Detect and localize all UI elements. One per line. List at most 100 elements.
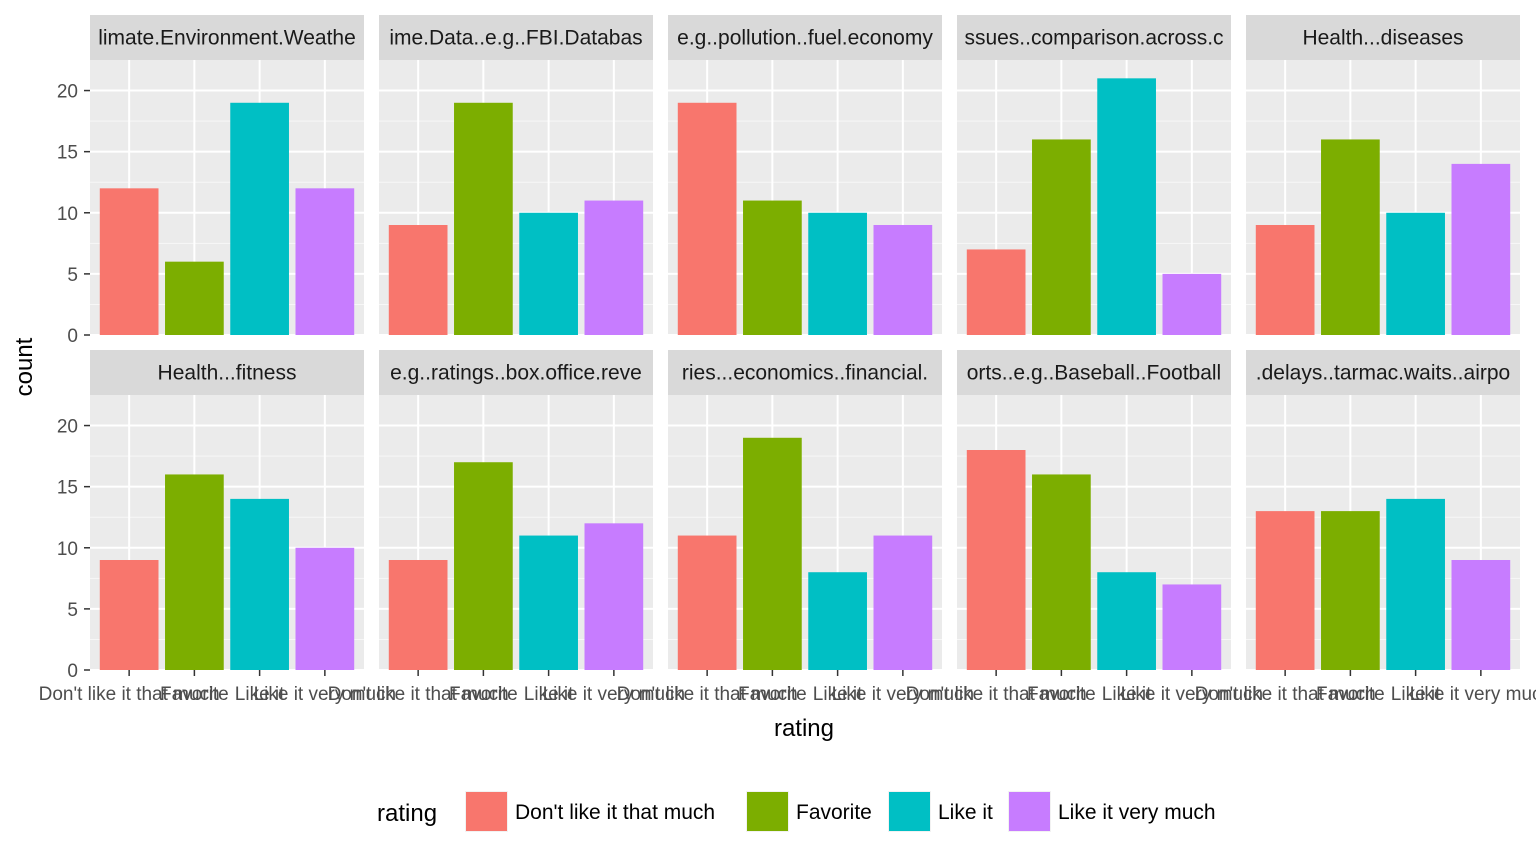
x-tick-label: Don't like it that much [328, 684, 509, 705]
facet-strip-label: Health...fitness [158, 362, 297, 385]
facet-strip [668, 350, 942, 395]
x-tick-label: Favorite [738, 684, 807, 705]
facet-strip [668, 15, 942, 60]
x-tick-label: Like it very much [832, 684, 975, 705]
bar [99, 560, 159, 670]
x-tick-label: Like it [235, 684, 285, 705]
bar [743, 200, 802, 335]
facet-strip-label: ime.Data..e.g..FBI.Databas [389, 27, 642, 50]
facet-strip-label: e.g..pollution..fuel.economy [677, 27, 933, 50]
legend-title: rating [377, 800, 437, 827]
bar [584, 200, 644, 335]
bar [1255, 511, 1315, 670]
bar [1451, 560, 1511, 670]
bar [295, 547, 355, 670]
bar [1162, 584, 1222, 670]
legend: rating Don't like it that much Favorite Li… [377, 791, 1216, 832]
x-tick-label: Like it very much [1121, 684, 1264, 705]
bar [519, 212, 578, 335]
bar [1162, 273, 1222, 335]
facet-strip-label: Health...diseases [1302, 27, 1463, 50]
facet-strip [957, 350, 1231, 395]
facet-panel: ssues..comparison.across.c [957, 15, 1231, 336]
facet-strip-label: limate.Environment.Weathe [98, 27, 356, 50]
facet-panel: Health...fitness Don't like it that muchF… [39, 350, 397, 705]
x-tick-label: Like it [524, 684, 574, 705]
facet-strip [379, 350, 653, 395]
bar [454, 462, 513, 670]
y-tick-label: 15 [57, 143, 78, 164]
bar [230, 102, 289, 336]
x-tick-label: Don't like it that much [1195, 684, 1376, 705]
x-axis-title: rating [774, 715, 834, 742]
legend-swatch [889, 792, 930, 831]
x-tick-label: Don't like it that much [39, 684, 220, 705]
y-tick-label: 20 [57, 82, 78, 103]
facet-panel: e.g..ratings..box.office.reve Don't like … [328, 350, 686, 705]
bar [165, 261, 224, 335]
facet-strip [1246, 15, 1520, 60]
bar [1321, 139, 1380, 335]
facet-strip-label: .delays..tarmac.waits..airpo [1256, 362, 1510, 385]
x-tick-label: Favorite [449, 684, 518, 705]
bar [1386, 498, 1445, 670]
bar [1097, 572, 1156, 670]
bar [808, 572, 867, 670]
bar [677, 535, 737, 670]
bar [519, 535, 578, 670]
facet-strip [379, 15, 653, 60]
facet-panels: limate.Environment.Weathe 0 5 10 15 20 ime.Dat… [39, 15, 1536, 705]
y-tick-label: 5 [67, 265, 78, 286]
facet-panel: orts..e.g..Baseball..Football Don't like … [906, 350, 1264, 705]
bar [295, 188, 355, 335]
facet-strip-label: ries...economics..financial. [682, 362, 928, 385]
legend-label: Like it [938, 801, 993, 824]
x-tick-label: Like it very much [254, 684, 397, 705]
bar [230, 498, 289, 670]
legend-label: Favorite [796, 801, 872, 824]
bar [1255, 225, 1315, 335]
bar [388, 560, 448, 670]
facet-panel: limate.Environment.Weathe 0 5 10 15 20 [57, 15, 364, 347]
y-tick-label: 15 [57, 478, 78, 499]
facet-strip [957, 15, 1231, 60]
facet-strip [90, 350, 364, 395]
y-tick-label: 0 [67, 661, 78, 682]
x-tick-label: Favorite [160, 684, 229, 705]
x-tick-label: Like it [1102, 684, 1152, 705]
bar [454, 102, 513, 336]
bar [1451, 163, 1511, 335]
bar [873, 535, 933, 670]
bar [1032, 139, 1091, 335]
legend-swatch [466, 792, 507, 831]
facet-strip [1246, 350, 1520, 395]
legend-swatch [1009, 792, 1050, 831]
facet-panel: ime.Data..e.g..FBI.Databas [379, 15, 653, 336]
bar [966, 450, 1026, 670]
legend-label: Don't like it that much [515, 801, 715, 824]
bar [1097, 78, 1156, 335]
facet-strip-label: e.g..ratings..box.office.reve [390, 362, 642, 385]
facet-panel: Health...diseases [1246, 15, 1520, 336]
facet-strip [90, 15, 364, 60]
bar [165, 474, 224, 670]
x-tick-label: Don't like it that much [906, 684, 1087, 705]
x-tick-label: Favorite [1027, 684, 1096, 705]
facet-strip-label: orts..e.g..Baseball..Football [967, 362, 1221, 385]
bar [388, 225, 448, 335]
bar [1321, 511, 1380, 670]
x-tick-label: Like it very much [1410, 684, 1536, 705]
bar [873, 225, 933, 335]
x-tick-label: Like it [1391, 684, 1441, 705]
bar [99, 188, 159, 335]
bar [1032, 474, 1091, 670]
y-tick-label: 10 [57, 539, 78, 560]
bar [1386, 212, 1445, 335]
bar [808, 212, 867, 335]
facet-panel: .delays..tarmac.waits..airpo Don't like i… [1195, 350, 1536, 705]
bar [584, 523, 644, 670]
bar [743, 437, 802, 670]
legend-swatch [747, 792, 788, 831]
facet-strip-label: ssues..comparison.across.c [964, 27, 1223, 50]
x-tick-label: Like it very much [543, 684, 686, 705]
